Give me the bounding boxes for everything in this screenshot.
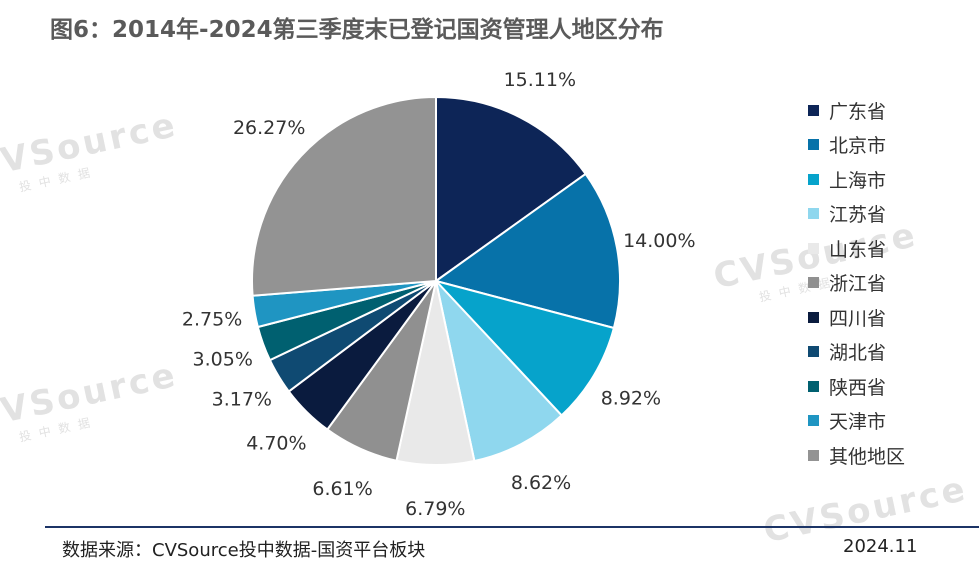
pie-slices	[251, 95, 621, 466]
legend-swatch	[808, 242, 819, 254]
legend: 广东省北京市上海市江苏省山东省浙江省四川省湖北省陕西省天津市其他地区	[808, 93, 905, 473]
pie-data-label-5: 6.61%	[312, 478, 372, 500]
legend-label: 广东省	[829, 100, 887, 123]
legend-item-4: 山东省	[808, 231, 905, 266]
pie-slice-3	[434, 277, 564, 463]
legend-swatch	[808, 415, 819, 427]
legend-swatch	[808, 449, 819, 461]
pie-data-label-8: 3.05%	[193, 349, 253, 371]
legend-swatch	[808, 311, 819, 323]
pie-data-label-0: 15.11%	[504, 69, 576, 91]
legend-swatch	[808, 346, 819, 358]
pie-data-label-1: 14.00%	[623, 230, 695, 252]
legend-label: 北京市	[829, 135, 887, 158]
pie-slice-1	[433, 172, 621, 330]
legend-item-5: 浙江省	[808, 266, 905, 301]
legend-item-1: 北京市	[808, 128, 905, 163]
legend-label: 山东省	[829, 238, 887, 261]
legend-label: 四川省	[829, 307, 887, 330]
pie-data-label-9: 2.75%	[182, 309, 242, 331]
pie-data-label-3: 8.62%	[511, 472, 571, 494]
pie-slice-2	[432, 279, 616, 417]
data-source: 数据来源：CVSource投中数据-国资平台板块	[62, 540, 426, 561]
legend-item-2: 上海市	[808, 162, 905, 197]
pie-data-labels: 15.11% 14.00% 8.92% 8.62% 6.79% 6.61% 4.70% 3.1…	[182, 69, 696, 520]
legend-item-0: 广东省	[808, 93, 905, 128]
chart-title: 图6：2014年-2024第三季度末已登记国资管理人地区分布	[50, 17, 664, 43]
pie-slice-10	[251, 95, 437, 297]
publish-date: 2024.11	[843, 536, 918, 557]
legend-item-6: 四川省	[808, 300, 905, 335]
legend-swatch	[808, 104, 819, 116]
pie-data-label-6: 4.70%	[246, 433, 306, 455]
pie-data-label-7: 3.17%	[212, 389, 272, 411]
legend-item-3: 江苏省	[808, 197, 905, 232]
legend-label: 上海市	[829, 169, 887, 192]
legend-label: 浙江省	[829, 273, 887, 296]
pie-data-label-2: 8.92%	[601, 388, 661, 410]
legend-swatch	[808, 139, 819, 151]
legend-swatch	[808, 277, 819, 289]
legend-item-10: 其他地区	[808, 438, 905, 473]
legend-item-8: 陕西省	[808, 369, 905, 404]
legend-swatch	[808, 173, 819, 185]
legend-label: 江苏省	[829, 204, 887, 227]
footer-divider	[45, 526, 979, 528]
legend-item-7: 湖北省	[808, 335, 905, 370]
legend-swatch	[808, 208, 819, 220]
pie-slice-0	[435, 95, 588, 283]
legend-swatch	[808, 380, 819, 392]
pie-data-label-10: 26.27%	[233, 117, 305, 139]
legend-label: 其他地区	[829, 445, 906, 468]
pie-data-label-4: 6.79%	[405, 498, 465, 520]
legend-item-9: 天津市	[808, 404, 905, 439]
legend-label: 湖北省	[829, 342, 887, 365]
legend-label: 陕西省	[829, 376, 887, 399]
legend-label: 天津市	[829, 411, 887, 434]
